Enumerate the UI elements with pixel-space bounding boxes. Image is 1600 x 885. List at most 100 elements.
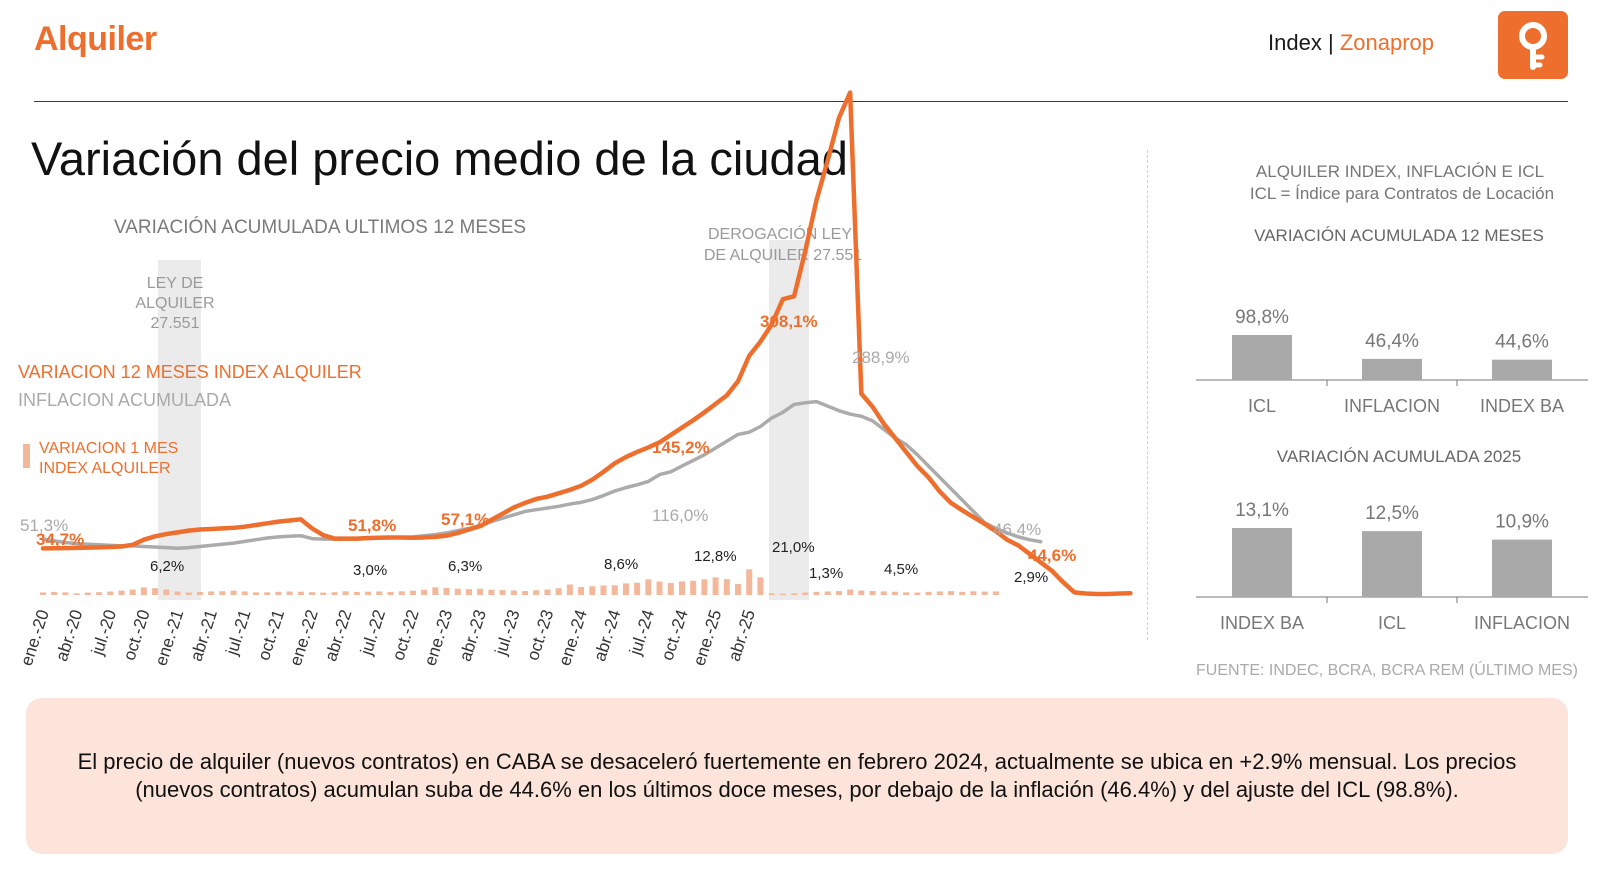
monthly-bar (454, 588, 461, 595)
monthly-bar (533, 590, 540, 595)
data-label: 2,9% (1014, 569, 1048, 586)
monthly-bar (409, 590, 416, 595)
monthly-bar (488, 589, 495, 595)
ley-band (158, 260, 201, 600)
monthly-bar (578, 587, 585, 595)
data-label: 12,8% (694, 548, 737, 565)
acumulada-2025-value-label: 10,9% (1495, 512, 1549, 533)
monthly-bar (544, 589, 551, 595)
page-title: Variación del precio medio de la ciudad (31, 132, 848, 185)
monthly-bar (129, 589, 136, 595)
monthly-bar (835, 591, 842, 595)
monthly-bar (948, 591, 955, 595)
annotation-derogacion-line1: DEROGACIÓN LEY (708, 224, 852, 243)
acumulada-2025-category-label: INDEX BA (1220, 613, 1304, 633)
monthly-bar (465, 589, 472, 595)
legend-index-line: VARIACION 12 MESES INDEX ALQUILER (18, 362, 362, 382)
monthly-bar (555, 588, 562, 595)
monthly-bar (981, 591, 988, 595)
data-label: 51,3% (20, 516, 68, 535)
monthly-bar (342, 591, 349, 595)
acumulada-2025-value-label: 12,5% (1365, 503, 1419, 524)
monthly-bar (802, 592, 809, 595)
monthly-bar (353, 591, 360, 595)
monthly-bar (690, 580, 697, 595)
monthly-bar (320, 592, 327, 595)
monthly-bar (735, 584, 742, 595)
acumulada-12m-category-label: INDEX BA (1480, 396, 1564, 416)
monthly-bar (73, 593, 80, 595)
acumulada-12m-title: VARIACIÓN ACUMULADA 12 MESES (1254, 226, 1544, 245)
acumulada-12m-bar (1492, 359, 1552, 380)
data-label: 1,3% (809, 565, 843, 582)
monthly-bar (779, 593, 786, 595)
acumulada-2025-bar (1362, 531, 1422, 597)
data-label: 44,6% (1028, 546, 1076, 565)
annotation-ley-line1: LEY DE (147, 275, 204, 292)
monthly-bar (499, 590, 506, 595)
monthly-bar (252, 592, 259, 595)
index-text: Index | (1268, 30, 1340, 55)
data-label: 308,1% (760, 312, 818, 331)
monthly-bar (331, 592, 338, 595)
monthly-bar (309, 592, 316, 595)
monthly-bar (858, 590, 865, 595)
annotation-derogacion-line2: DE ALQUILER 27.551 (704, 247, 862, 264)
monthly-bar (365, 591, 372, 595)
monthly-bar (880, 591, 887, 595)
data-label: 34,7% (36, 530, 84, 549)
monthly-bar (768, 593, 775, 595)
main-line-chart: VARIACIÓN ACUMULADA ULTIMOS 12 MESES LEY … (17, 90, 1133, 668)
monthly-bar (264, 592, 271, 595)
annotation-ley-line3: 27.551 (151, 315, 200, 332)
monthly-bar (140, 587, 147, 595)
monthly-bar (297, 591, 304, 595)
monthly-bar (286, 591, 293, 595)
monthly-bar (174, 591, 181, 595)
monthly-bar (992, 591, 999, 595)
monthly-bar (376, 591, 383, 595)
monthly-bar (219, 591, 226, 595)
index-alquiler-line (40, 90, 1133, 597)
monthly-bar (757, 577, 764, 595)
source-note: FUENTE: INDEC, BCRA, BCRA REM (ÚLTIMO ME… (1196, 660, 1578, 679)
monthly-bar (40, 592, 46, 595)
summary-text: El precio de alquiler (nuevos contratos)… (77, 749, 1517, 802)
data-label: 8,6% (604, 556, 638, 573)
legend-bar-label-line2: INDEX ALQUILER (39, 460, 171, 477)
monthly-bar (891, 591, 898, 595)
monthly-bar (634, 582, 641, 595)
acumulada-12m-category-label: ICL (1248, 396, 1276, 416)
monthly-bar (791, 593, 798, 595)
monthly-bar (712, 577, 719, 595)
header-divider (34, 101, 1568, 102)
monthly-bar (118, 590, 125, 595)
monthly-bar (51, 591, 58, 595)
annotation-ley-line2: ALQUILER (135, 295, 214, 312)
monthly-bar (622, 583, 629, 595)
monthly-bar (723, 579, 730, 595)
monthly-bar (970, 591, 977, 595)
monthly-bar (847, 589, 854, 595)
monthly-bar (959, 591, 966, 595)
derogacion-band (769, 240, 809, 600)
acumulada-12m-value-label: 44,6% (1495, 332, 1549, 353)
header-index-label: Index | Zonaprop (1268, 30, 1434, 56)
monthly-bar (566, 584, 573, 595)
monthly-bar (746, 569, 753, 595)
monthly-bar (398, 591, 405, 595)
monthly-bar (477, 588, 484, 595)
acumulada-2025-category-label: ICL (1378, 613, 1406, 633)
acumulada-12m-value-label: 98,8% (1235, 307, 1289, 328)
monthly-bar (107, 591, 114, 595)
acumulada-12m-category-label: INFLACION (1344, 396, 1440, 416)
monthly-bar (510, 590, 517, 595)
acumulada-2025-category-label: INFLACION (1474, 613, 1570, 633)
zonaprop-logo-icon (1519, 22, 1547, 70)
chart-title: VARIACIÓN ACUMULADA ULTIMOS 12 MESES (114, 216, 526, 238)
legend-bar-label-line1: VARIACION 1 MES (39, 440, 178, 457)
data-label: 145,2% (652, 438, 710, 457)
zonaprop-text: Zonaprop (1339, 30, 1434, 55)
data-label: 6,2% (150, 558, 184, 575)
acumulada-12m-value-label: 46,4% (1365, 331, 1419, 352)
